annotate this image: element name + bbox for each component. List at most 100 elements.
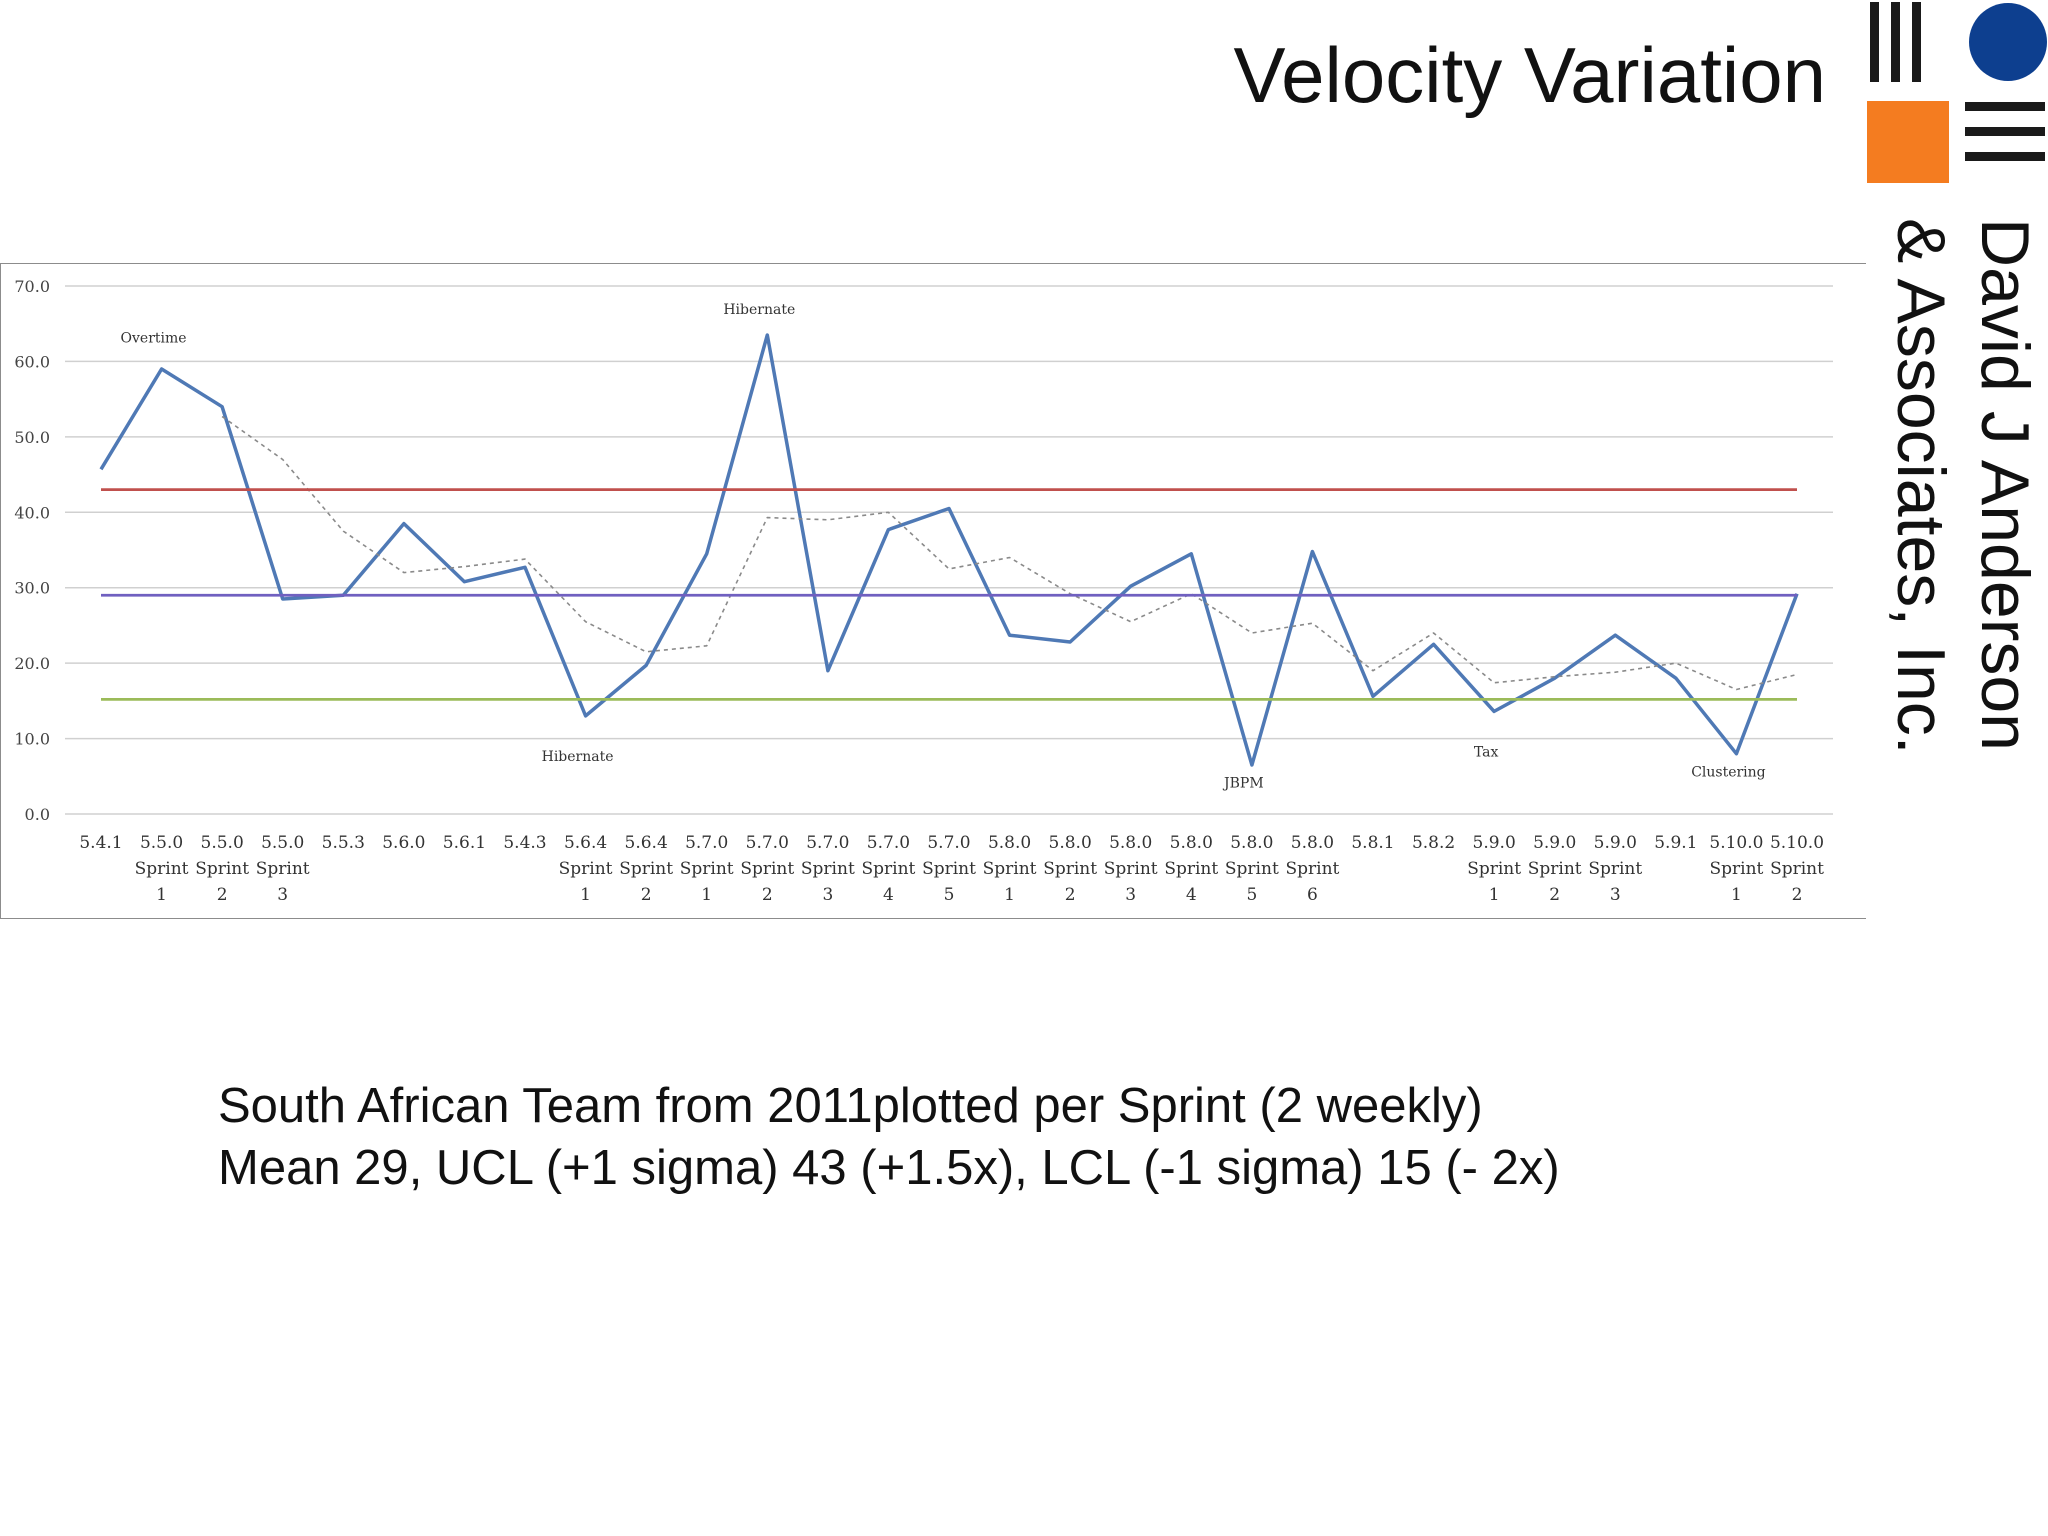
x-tick-label: 2: [1549, 885, 1560, 905]
x-tick-label: 5.7.0: [927, 833, 970, 853]
x-tick-label: 5.8.1: [1351, 833, 1394, 853]
x-tick-label: 4: [1186, 885, 1197, 905]
x-tick-label: Sprint: [256, 859, 310, 879]
x-tick-label: Sprint: [1709, 859, 1763, 879]
x-tick-label: 5.8.0: [1291, 833, 1334, 853]
logo-text-line1: David J Anderson: [1967, 218, 2043, 751]
chart-annotation: Hibernate: [542, 749, 614, 765]
x-tick-label: Sprint: [801, 859, 855, 879]
x-tick-label: Sprint: [1285, 859, 1339, 879]
x-tick-label: 1: [580, 885, 591, 905]
x-tick-label: 5.8.0: [988, 833, 1031, 853]
logo-bar: [1965, 152, 2045, 161]
x-tick-label: 5.6.0: [382, 833, 425, 853]
x-tick-label: 5.9.0: [1473, 833, 1516, 853]
y-tick-label: 70.0: [14, 277, 50, 296]
x-tick-label: Sprint: [1225, 859, 1279, 879]
chart-frame: [0, 263, 1866, 919]
x-tick-label: 5.6.1: [443, 833, 486, 853]
x-tick-label: Sprint: [1164, 859, 1218, 879]
x-tick-label: 5.8.0: [1049, 833, 1092, 853]
x-tick-label: 5.8.0: [1170, 833, 1213, 853]
x-tick-label: Sprint: [1043, 859, 1097, 879]
chart-annotation: Overtime: [121, 331, 187, 347]
logo-circle: [1969, 3, 2047, 81]
x-tick-label: 5.6.4: [564, 833, 607, 853]
y-tick-label: 0.0: [25, 805, 50, 824]
x-tick-label: 5.5.0: [261, 833, 304, 853]
x-tick-label: Sprint: [135, 859, 189, 879]
x-tick-label: 5.9.1: [1654, 833, 1697, 853]
x-tick-label: 3: [1125, 885, 1136, 905]
x-tick-label: 1: [701, 885, 712, 905]
x-tick-label: 5.7.0: [746, 833, 789, 853]
x-tick-label: 5.8.2: [1412, 833, 1455, 853]
logo-square: [1867, 101, 1949, 183]
company-logo: David J Anderson & Associates, Inc.: [1867, 2, 2047, 755]
x-tick-label: 5.7.0: [806, 833, 849, 853]
x-tick-label: 5: [1246, 885, 1257, 905]
x-tick-label: Sprint: [195, 859, 249, 879]
logo-bar: [1912, 2, 1921, 82]
y-tick-label: 60.0: [14, 352, 50, 371]
y-tick-label: 40.0: [14, 503, 50, 522]
series-line-moving-average: [221, 415, 1798, 691]
x-tick-label: 5.7.0: [867, 833, 910, 853]
x-tick-label: Sprint: [1104, 859, 1158, 879]
x-tick-label: 5.9.0: [1533, 833, 1576, 853]
x-tick-label: Sprint: [922, 859, 976, 879]
x-tick-label: 5.5.0: [201, 833, 244, 853]
x-tick-label: 2: [1792, 885, 1803, 905]
y-tick-label: 20.0: [14, 654, 50, 673]
x-tick-label: Sprint: [861, 859, 915, 879]
x-tick-label: 3: [277, 885, 288, 905]
logo-bar: [1965, 127, 2045, 136]
x-tick-label: Sprint: [1588, 859, 1642, 879]
x-tick-label: 5.9.0: [1594, 833, 1637, 853]
x-tick-label: 5.7.0: [685, 833, 728, 853]
chart-annotation: Tax: [1474, 745, 1499, 761]
x-tick-label: 5.5.3: [322, 833, 365, 853]
x-tick-label: Sprint: [983, 859, 1037, 879]
x-tick-label: Sprint: [1770, 859, 1824, 879]
x-tick-label: 3: [822, 885, 833, 905]
chart-annotation: Clustering: [1691, 764, 1765, 780]
x-tick-label: 5.8.0: [1109, 833, 1152, 853]
x-tick-label: 5.10.0: [1709, 833, 1763, 853]
x-tick-label: 5.10.0: [1770, 833, 1824, 853]
x-tick-label: Sprint: [619, 859, 673, 879]
x-tick-label: 5.4.3: [503, 833, 546, 853]
x-tick-label: Sprint: [740, 859, 794, 879]
caption-line-2: Mean 29, UCL (+1 sigma) 43 (+1.5x), LCL …: [218, 1141, 1560, 1195]
x-tick-label: 3: [1610, 885, 1621, 905]
logo-bar: [1870, 2, 1879, 82]
x-tick-label: Sprint: [1528, 859, 1582, 879]
x-tick-label: 4: [883, 885, 894, 905]
x-tick-label: 2: [641, 885, 652, 905]
x-tick-label: 1: [1489, 885, 1500, 905]
x-tick-label: 5.8.0: [1230, 833, 1273, 853]
x-tick-label: 5: [944, 885, 955, 905]
caption-line-1: South African Team from 2011plotted per …: [218, 1079, 1483, 1133]
slide-title: Velocity Variation: [1233, 31, 1826, 119]
caption: South African Team from 2011plotted per …: [218, 1075, 1560, 1199]
x-tick-label: 5.6.4: [625, 833, 668, 853]
x-tick-label: 5.4.1: [79, 833, 122, 853]
chart-annotation: Hibernate: [723, 302, 795, 318]
x-tick-label: 2: [217, 885, 228, 905]
y-tick-label: 30.0: [14, 579, 50, 598]
x-tick-label: 1: [1004, 885, 1015, 905]
x-tick-label: Sprint: [559, 859, 613, 879]
logo-bar: [1965, 102, 2045, 111]
y-tick-label: 50.0: [14, 428, 50, 447]
logo-text-line2: & Associates, Inc.: [1883, 218, 1959, 755]
chart-annotation: JBPM: [1222, 776, 1264, 792]
x-tick-label: 5.5.0: [140, 833, 183, 853]
x-tick-label: Sprint: [680, 859, 734, 879]
velocity-chart: 0.0 10.0 20.0 30.0 40.0 50.0 60.0 70.0 5.4.1 5.5.…: [14, 277, 1833, 905]
x-tick-label: 2: [1065, 885, 1076, 905]
x-tick-label: 1: [156, 885, 167, 905]
logo-bar: [1891, 2, 1900, 82]
y-tick-label: 10.0: [14, 730, 50, 749]
x-tick-label: Sprint: [1467, 859, 1521, 879]
